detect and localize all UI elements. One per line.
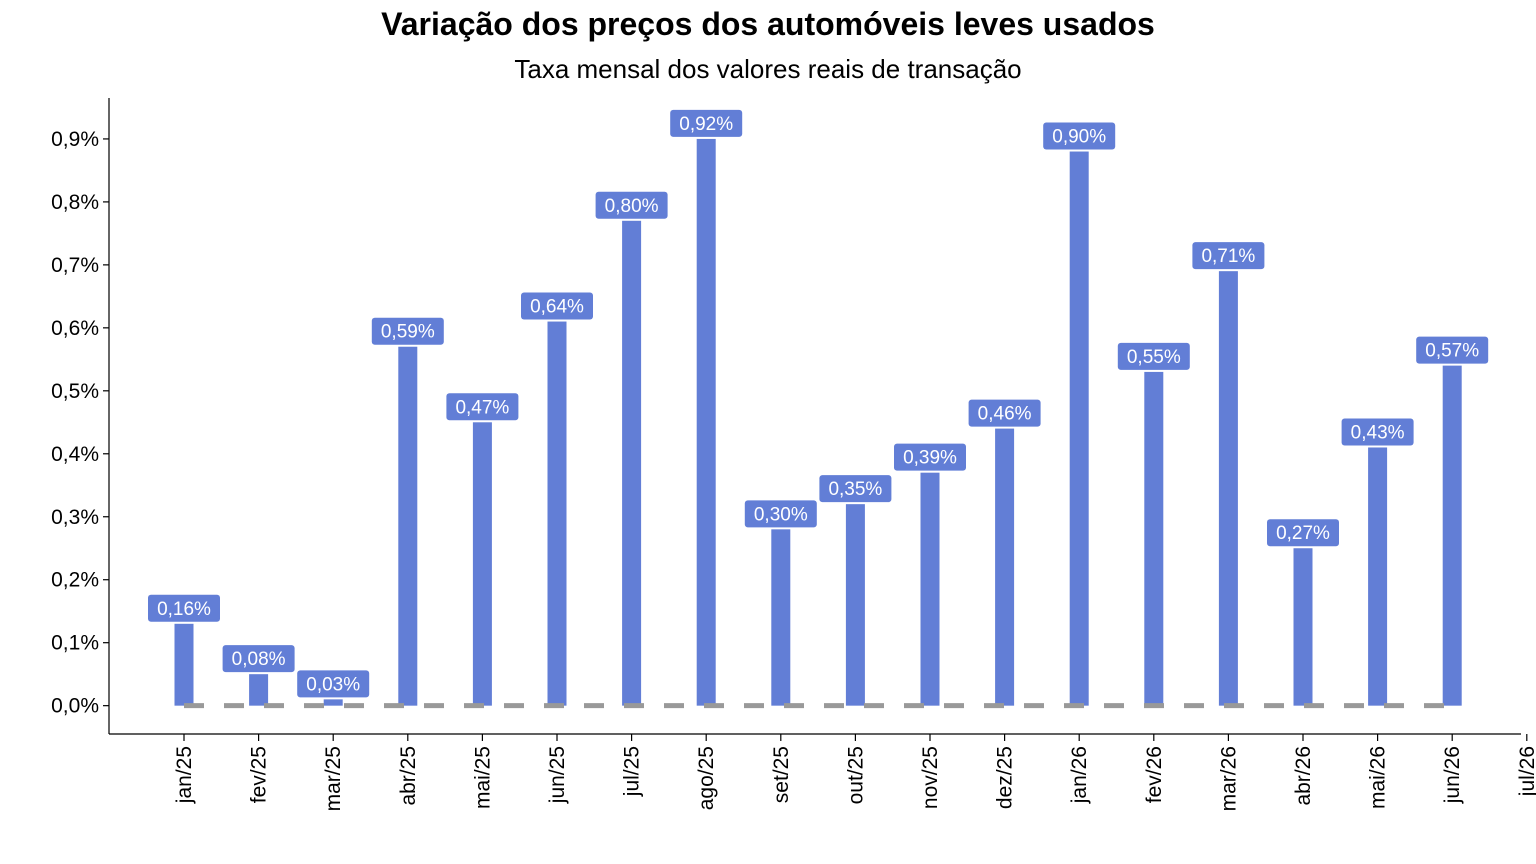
x-tick-label: mar/25 — [322, 746, 345, 811]
y-tick-label: 0,6% — [51, 317, 99, 340]
data-label-box — [894, 443, 966, 471]
data-label-box — [819, 475, 892, 503]
data-label: 0,90% — [1052, 127, 1106, 148]
bar — [845, 504, 865, 706]
x-tick-label: dez/25 — [994, 746, 1017, 809]
data-label: 0,71% — [1201, 246, 1255, 267]
x-tick-label: mai/25 — [471, 746, 494, 809]
x-tick-label: jan/26 — [1068, 746, 1091, 804]
y-tick-label: 0,7% — [51, 254, 99, 277]
data-label-box — [1416, 336, 1489, 364]
x-tick-label: ago/25 — [695, 746, 718, 810]
x-tick-label: jul/26 — [1516, 746, 1536, 797]
bar — [1442, 365, 1462, 706]
y-tick-label: 0,9% — [51, 128, 99, 151]
x-tick-label: jun/26 — [1441, 746, 1464, 804]
x-tick-label: set/25 — [770, 746, 793, 803]
bar — [472, 422, 492, 706]
data-label: 0,59% — [381, 322, 435, 343]
y-tick-label: 0,4% — [51, 443, 99, 466]
data-label: 0,55% — [1127, 347, 1181, 368]
x-tick-label: jun/25 — [546, 746, 569, 804]
data-label: 0,80% — [605, 196, 659, 217]
x-tick-label: abr/25 — [397, 746, 420, 806]
bar — [995, 428, 1015, 706]
chart-title: Variação dos preços dos automóveis leves… — [381, 6, 1155, 42]
data-label: 0,39% — [903, 448, 957, 469]
chart-subtitle: Taxa mensal dos valores reais de transaç… — [514, 54, 1022, 84]
x-tick-label: jul/25 — [621, 746, 644, 797]
x-tick-label: fev/25 — [248, 746, 271, 803]
data-label-box — [595, 191, 668, 219]
y-tick-label: 0,1% — [51, 632, 99, 655]
y-tick-label: 0,0% — [51, 695, 99, 718]
data-label-box — [1192, 242, 1265, 270]
y-tick-label: 0,8% — [51, 191, 99, 214]
bar — [771, 529, 791, 706]
data-label: 0,30% — [754, 504, 808, 525]
data-label: 0,46% — [978, 404, 1032, 425]
y-tick-label: 0,3% — [51, 506, 99, 529]
data-label-box — [297, 670, 370, 698]
bar — [696, 138, 716, 706]
data-label: 0,92% — [679, 114, 733, 135]
x-tick-label: fev/26 — [1143, 746, 1166, 803]
data-label: 0,64% — [530, 297, 584, 318]
y-tick-label: 0,2% — [51, 569, 99, 592]
data-label: 0,03% — [306, 674, 360, 695]
data-label-box — [521, 292, 593, 320]
data-label: 0,43% — [1351, 422, 1405, 443]
bar — [1069, 151, 1089, 706]
bar — [398, 346, 418, 706]
data-label: 0,08% — [232, 649, 286, 670]
bar — [1293, 548, 1313, 706]
bar — [1368, 447, 1388, 706]
data-label-box — [1117, 342, 1190, 370]
data-label-box — [1043, 122, 1116, 150]
data-label: 0,27% — [1276, 523, 1330, 544]
data-label: 0,16% — [157, 599, 211, 620]
bar — [920, 472, 940, 706]
bar — [622, 220, 642, 706]
x-tick-label: abr/26 — [1292, 746, 1315, 806]
data-label-box — [371, 317, 444, 345]
data-label: 0,57% — [1425, 341, 1479, 362]
bar — [249, 674, 269, 706]
x-tick-label: nov/25 — [919, 746, 942, 809]
x-tick-label: mar/26 — [1217, 746, 1240, 811]
bar — [174, 623, 194, 706]
x-tick-label: mai/26 — [1367, 746, 1390, 809]
data-label-box — [744, 500, 817, 528]
data-label-box — [1267, 519, 1339, 547]
x-tick-label: jan/25 — [173, 746, 196, 804]
data-label-box — [1341, 418, 1414, 446]
data-label-box — [148, 594, 220, 622]
bar — [1144, 371, 1164, 706]
bar — [547, 321, 567, 706]
bar — [323, 699, 343, 706]
x-tick-label: out/25 — [844, 746, 867, 804]
data-label: 0,47% — [455, 397, 509, 418]
data-label-box — [670, 109, 743, 137]
data-label-box — [222, 645, 295, 673]
data-label: 0,35% — [828, 479, 882, 500]
bar — [1218, 271, 1238, 706]
y-tick-label: 0,5% — [51, 380, 99, 403]
data-label-box — [446, 393, 519, 421]
data-label-box — [968, 399, 1041, 427]
